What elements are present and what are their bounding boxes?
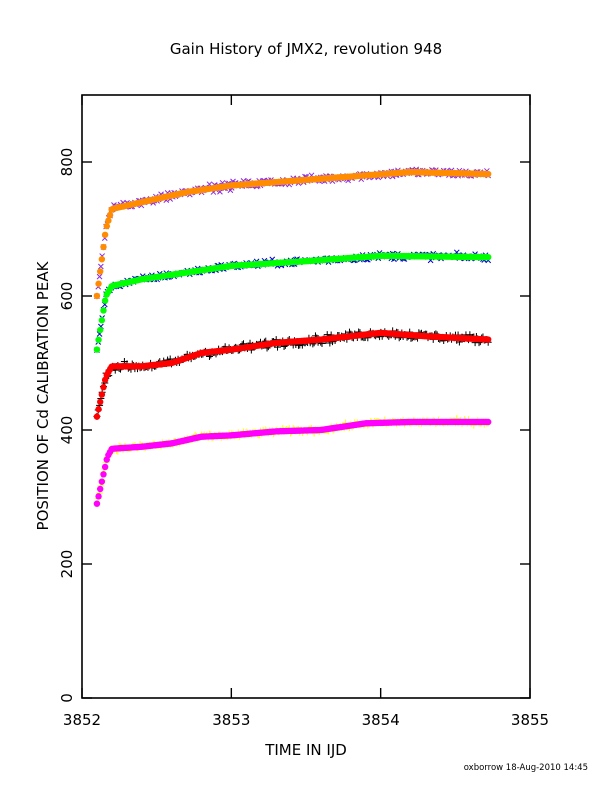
y-tick-label: 200 (58, 550, 76, 579)
curve-point (93, 500, 101, 507)
footer-credit: oxborrow 18-Aug-2010 14:45 (464, 763, 588, 773)
x-tick-label: 3852 (63, 711, 101, 729)
x-marker-point (96, 273, 103, 280)
curve-point (97, 485, 104, 493)
chart-title: Gain History of JMX2, revolution 948 (170, 40, 442, 58)
curve-point (95, 280, 102, 287)
y-tick-label: 400 (58, 416, 76, 445)
x-tick-label: 3853 (212, 711, 250, 729)
curve-point (97, 326, 104, 334)
curve-point (97, 398, 104, 406)
curve-point (98, 317, 106, 324)
curve-point (93, 346, 101, 353)
curve-point (101, 231, 109, 238)
y-tick-label: 600 (58, 282, 76, 311)
x-tick-label: 3855 (511, 711, 549, 729)
curve-point (93, 292, 101, 300)
curve-point (484, 253, 492, 261)
curve-point (95, 493, 102, 500)
curve-point (101, 463, 109, 471)
curve-point (100, 243, 107, 251)
x-marker-point (98, 263, 104, 270)
y-tick-label: 800 (58, 148, 76, 177)
y-axis-label: POSITION OF Cd CALIBRATION PEAK (34, 260, 52, 530)
curve-point (101, 297, 109, 304)
curve-point (98, 256, 106, 263)
curve-point (97, 268, 104, 275)
curve-point (484, 418, 492, 426)
curve-point (484, 170, 492, 178)
x-tick-label: 3854 (362, 711, 400, 729)
curve-point (98, 478, 106, 485)
plot-frame (81, 94, 531, 699)
curve-point (95, 336, 102, 344)
curve-point (105, 217, 112, 224)
data-marks (93, 166, 492, 508)
curve-point (100, 384, 107, 391)
curve-point (484, 336, 492, 343)
curve-point (103, 222, 110, 230)
curve-point (95, 406, 102, 413)
y-tick-label: 0 (58, 693, 76, 703)
axis-ticks: 3852 3853 3854 3855 0 200 400 600 800 (58, 95, 549, 729)
curve-point (93, 413, 101, 420)
x-axis-label: TIME IN IJD (264, 741, 347, 759)
curve-point (100, 307, 107, 314)
curve-point (106, 211, 114, 219)
curve-point (98, 391, 106, 398)
curve-point (100, 471, 107, 478)
curve-point (101, 376, 109, 384)
